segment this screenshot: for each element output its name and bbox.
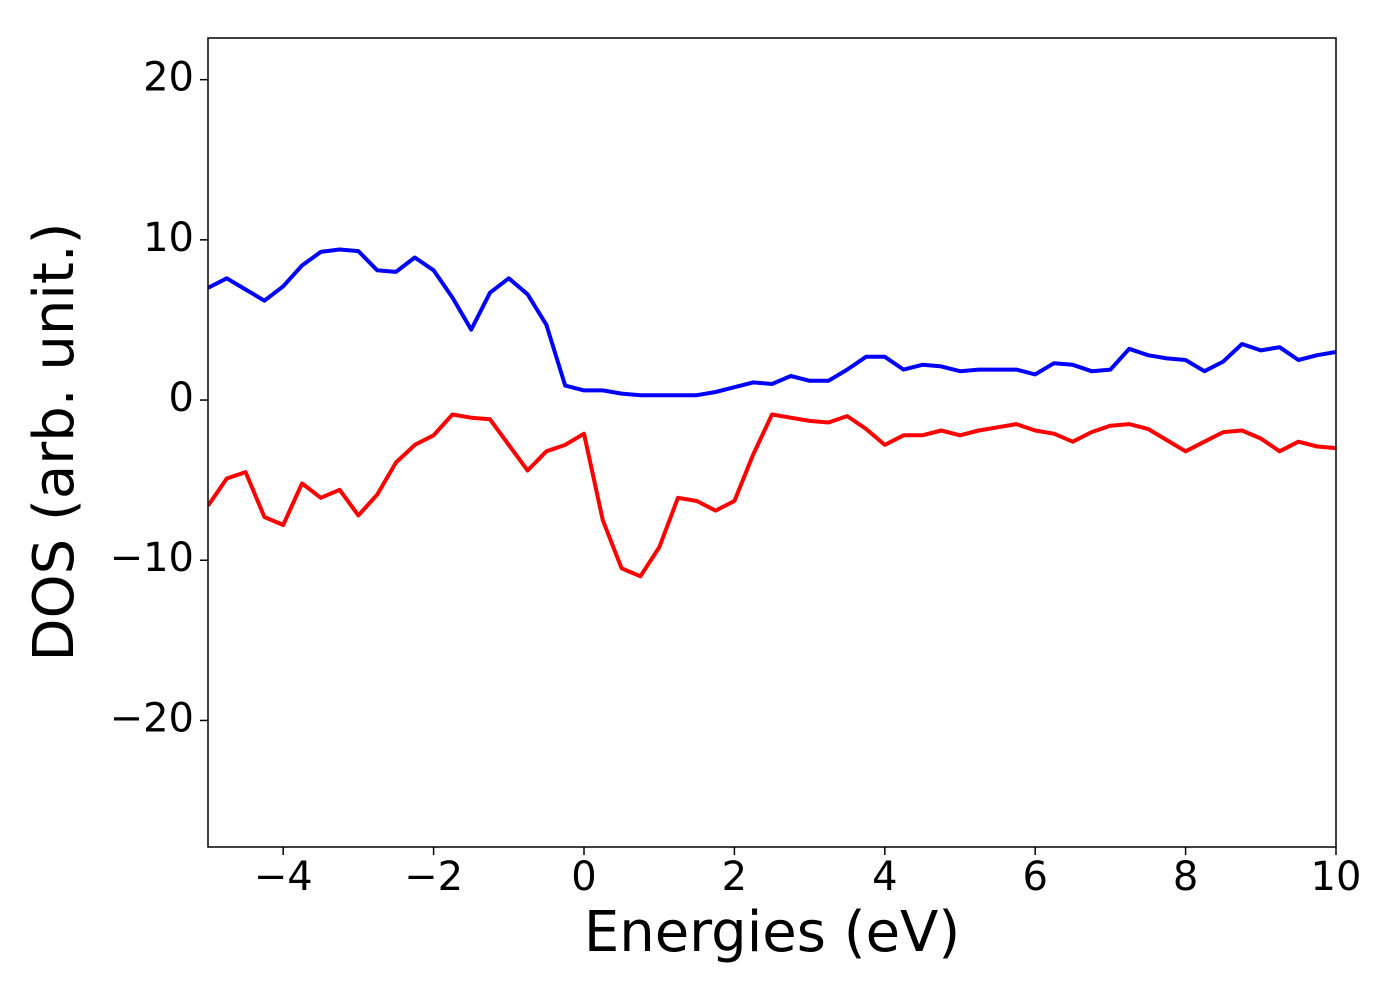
y-tick-label: 10 [143,215,194,261]
x-tick-label: 6 [1022,854,1047,900]
x-tick-label: 2 [722,854,747,900]
plot-frame [207,37,1337,848]
y-tick-label: −10 [110,535,194,581]
x-tick-label: −2 [404,854,463,900]
x-tick-label: 0 [571,854,596,900]
series-line [208,247,1336,398]
y-tick-label: 0 [169,375,194,421]
y-tick-label: 20 [143,55,194,101]
x-tick-label: 4 [872,854,897,900]
y-axis-label: DOS (arb. unit.) [22,222,87,661]
series-line [208,412,1336,579]
x-tick-label: −4 [254,854,313,900]
x-axis-label: Energies (eV) [584,900,960,965]
x-tick-label: 10 [1311,854,1362,900]
y-tick-label: −20 [110,695,194,741]
x-tick-label: 8 [1173,854,1198,900]
